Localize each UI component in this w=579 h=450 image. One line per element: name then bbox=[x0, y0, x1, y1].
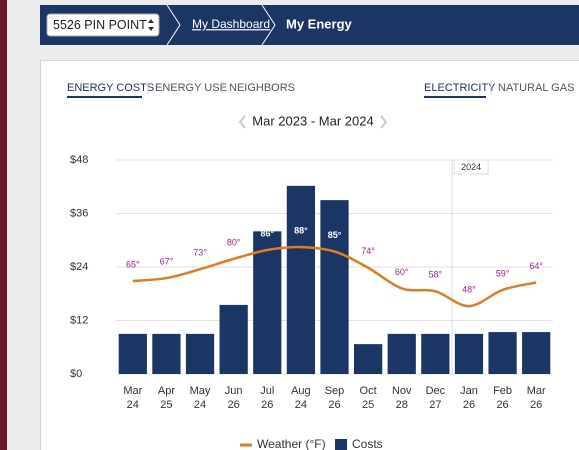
x-tick-label: 26 bbox=[261, 399, 273, 411]
y-tick-label: $0 bbox=[70, 368, 82, 380]
weather-label: 59° bbox=[496, 268, 510, 278]
breadcrumb-current: My Energy bbox=[286, 16, 353, 31]
bar bbox=[353, 344, 383, 374]
x-tick-label: Oct bbox=[360, 385, 377, 397]
weather-label: 58° bbox=[429, 270, 443, 280]
x-tick-label: 26 bbox=[328, 399, 340, 411]
fuel-tab[interactable]: NATURAL GAS bbox=[498, 82, 574, 94]
x-tick-label: Sep bbox=[325, 385, 345, 397]
side-strip bbox=[0, 0, 7, 450]
x-tick-label: 26 bbox=[496, 399, 508, 411]
period: Mar 2023 - Mar 2024 bbox=[252, 113, 373, 128]
bar bbox=[185, 333, 215, 374]
prev-period[interactable] bbox=[238, 115, 246, 129]
bar bbox=[253, 231, 282, 374]
x-tick-label: May bbox=[190, 385, 211, 397]
weather-label: 73° bbox=[193, 248, 207, 258]
breadcrumb-link[interactable]: My Dashboard bbox=[192, 17, 270, 31]
x-tick-label: Jun bbox=[225, 385, 243, 397]
weather-label: 67° bbox=[160, 256, 174, 266]
bar bbox=[219, 304, 248, 374]
legend-label: Weather (°F) bbox=[257, 437, 326, 450]
bar bbox=[118, 333, 147, 374]
y-tick-label: $24 bbox=[70, 261, 88, 273]
x-tick-label: 26 bbox=[463, 399, 475, 411]
breadcrumb-separator bbox=[166, 4, 181, 46]
bar bbox=[522, 332, 551, 374]
property-name[interactable]: 5526 PIN POINT bbox=[53, 18, 147, 32]
next-period[interactable] bbox=[380, 115, 388, 129]
bar bbox=[488, 332, 517, 374]
bar bbox=[454, 333, 484, 374]
x-tick-label: 25 bbox=[362, 399, 374, 411]
x-tick-label: Aug bbox=[291, 385, 311, 397]
x-tick-label: 24 bbox=[194, 399, 206, 411]
property-select[interactable] bbox=[46, 13, 160, 37]
year-marker-box bbox=[453, 159, 489, 175]
x-tick-label: 25 bbox=[160, 399, 172, 411]
x-tick-label: Nov bbox=[392, 385, 412, 397]
legend-label: Costs bbox=[352, 437, 383, 450]
weather-label: 88° bbox=[294, 225, 308, 235]
y-tick-label: $36 bbox=[70, 207, 88, 219]
breadcrumb-separator bbox=[261, 4, 276, 46]
tab[interactable]: NEIGHBORS bbox=[229, 82, 295, 94]
weather-label: 64° bbox=[529, 261, 543, 271]
tab[interactable]: ENERGY USE bbox=[155, 82, 227, 94]
weather-label: 65° bbox=[126, 259, 140, 269]
x-tick-label: Jan bbox=[460, 385, 478, 397]
bar bbox=[286, 185, 316, 374]
tab-active[interactable]: ENERGY COSTS bbox=[67, 82, 154, 94]
x-tick-label: 28 bbox=[396, 399, 408, 411]
weather-label: 60° bbox=[395, 267, 409, 277]
x-tick-label: 24 bbox=[295, 399, 307, 411]
x-tick-label: Mar bbox=[527, 385, 546, 397]
bar bbox=[320, 200, 349, 374]
bar bbox=[421, 333, 450, 374]
y-tick-label: $12 bbox=[70, 314, 88, 326]
weather-label: 85° bbox=[328, 230, 342, 240]
x-tick-label: Dec bbox=[426, 385, 446, 397]
bar bbox=[387, 333, 416, 374]
year-marker: 2024 bbox=[461, 162, 481, 172]
bar bbox=[152, 333, 181, 374]
x-tick-label: 24 bbox=[127, 399, 139, 411]
x-tick-label: Jul bbox=[260, 385, 274, 397]
x-tick-label: 26 bbox=[530, 399, 542, 411]
x-tick-label: Feb bbox=[493, 385, 512, 397]
chart: $0 $12 $24 $36 $48 2024 Mar 24 Apr 25 May 24 Jun 26 Ju… bbox=[70, 154, 553, 450]
legend-swatch bbox=[335, 439, 347, 450]
x-tick-label: Apr bbox=[158, 385, 175, 397]
fuel-tab-active[interactable]: ELECTRICITY bbox=[424, 82, 496, 94]
weather-label: 74° bbox=[361, 246, 375, 256]
x-tick-label: 27 bbox=[429, 399, 441, 411]
x-tick-label: 26 bbox=[228, 399, 240, 411]
select-arrows bbox=[148, 19, 154, 31]
y-tick-label: $48 bbox=[70, 154, 88, 166]
x-tick-label: Mar bbox=[123, 385, 142, 397]
weather-line bbox=[132, 245, 537, 308]
weather-label: 86° bbox=[260, 228, 274, 238]
weather-label: 48° bbox=[462, 284, 476, 294]
weather-label: 80° bbox=[227, 237, 241, 247]
